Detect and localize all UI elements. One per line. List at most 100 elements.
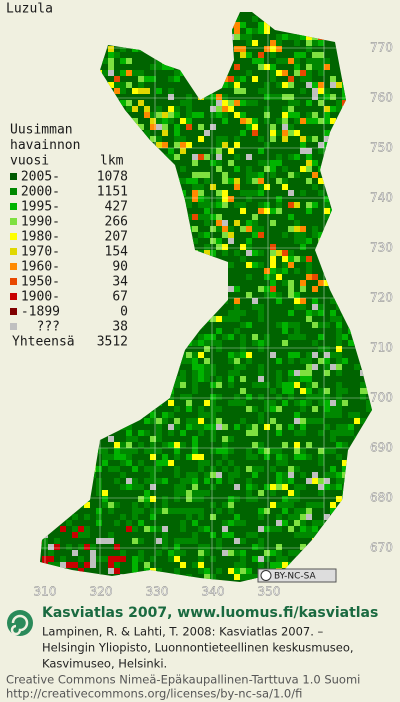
grid-cell: [204, 304, 210, 310]
grid-cell: [42, 112, 48, 118]
grid-cell: [114, 106, 120, 112]
grid-cell: [84, 46, 90, 52]
grid-cell: [330, 220, 336, 226]
grid-cell: [222, 112, 228, 118]
grid-cell: [372, 364, 378, 370]
grid-cell: [126, 136, 132, 142]
grid-cell: [300, 70, 306, 76]
grid-cell: [240, 88, 246, 94]
grid-cell: [198, 22, 204, 28]
grid-cell: [150, 556, 156, 562]
grid-cell: [108, 424, 114, 430]
grid-cell: [342, 232, 348, 238]
grid-cell: [360, 202, 366, 208]
grid-cell: [282, 520, 288, 526]
grid-cell: [186, 58, 192, 64]
grid-cell: [192, 112, 198, 118]
grid-cell: [234, 88, 240, 94]
legend-heading: havainnon: [10, 138, 80, 153]
grid-cell: [318, 64, 324, 70]
grid-cell: [264, 112, 270, 118]
grid-cell: [96, 556, 102, 562]
grid-cell: [84, 394, 90, 400]
grid-cell: [216, 478, 222, 484]
grid-cell: [96, 16, 102, 22]
grid-cell: [90, 22, 96, 28]
grid-cell: [192, 484, 198, 490]
grid-cell: [336, 256, 342, 262]
grid-cell: [96, 100, 102, 106]
grid-cell: [294, 130, 300, 136]
grid-cell: [180, 490, 186, 496]
grid-cell: [90, 334, 96, 340]
grid-cell: [324, 268, 330, 274]
grid-cell: [246, 70, 252, 76]
grid-cell: [168, 322, 174, 328]
grid-cell: [252, 532, 258, 538]
grid-cell: [40, 40, 42, 46]
grid-cell: [306, 556, 312, 562]
grid-cell: [348, 424, 354, 430]
grid-cell: [216, 280, 222, 286]
grid-cell: [312, 478, 318, 484]
grid-cell: [132, 34, 138, 40]
grid-cell: [282, 106, 288, 112]
grid-cell: [102, 388, 108, 394]
grid-cell: [132, 262, 138, 268]
grid-cell: [270, 244, 276, 250]
grid-cell: [294, 442, 300, 448]
grid-cell: [330, 316, 336, 322]
grid-cell: [180, 550, 186, 556]
grid-cell: [318, 40, 324, 46]
grid-cell: [144, 184, 150, 190]
grid-cell: [204, 358, 210, 364]
grid-cell: [186, 124, 192, 130]
grid-cell: [240, 364, 246, 370]
grid-cell: [90, 274, 96, 280]
grid-cell: [84, 496, 90, 502]
grid-cell: [96, 12, 102, 16]
grid-cell: [198, 340, 204, 346]
grid-cell: [288, 58, 294, 64]
grid-cell: [156, 58, 162, 64]
grid-cell: [132, 352, 138, 358]
grid-cell: [252, 130, 258, 136]
grid-cell: [180, 586, 186, 592]
grid-cell: [360, 70, 366, 76]
grid-cell: [264, 382, 270, 388]
grid-cell: [234, 142, 240, 148]
grid-cell: [126, 478, 132, 484]
grid-cell: [288, 514, 294, 520]
grid-cell: [144, 160, 150, 166]
grid-cell: [366, 466, 372, 472]
grid-cell: [366, 226, 372, 232]
grid-cell: [288, 424, 294, 430]
grid-cell: [318, 232, 324, 238]
northing-label: 740: [370, 191, 393, 205]
grid-cell: [348, 190, 354, 196]
grid-cell: [288, 214, 294, 220]
grid-cell: [318, 400, 324, 406]
grid-cell: [210, 418, 216, 424]
grid-cell: [96, 400, 102, 406]
grid-cell: [198, 190, 204, 196]
grid-cell: [192, 340, 198, 346]
grid-cell: [354, 448, 360, 454]
grid-cell: [108, 12, 114, 16]
grid-cell: [300, 520, 306, 526]
grid-cell: [186, 514, 192, 520]
grid-cell: [300, 370, 306, 376]
grid-cell: [186, 418, 192, 424]
grid-cell: [126, 148, 132, 154]
grid-cell: [114, 478, 120, 484]
grid-cell: [162, 382, 168, 388]
grid-cell: [210, 364, 216, 370]
grid-cell: [312, 112, 318, 118]
grid-cell: [186, 106, 192, 112]
grid-cell: [204, 526, 210, 532]
grid-cell: [270, 484, 276, 490]
grid-cell: [228, 226, 234, 232]
grid-cell: [318, 520, 324, 526]
grid-cell: [348, 250, 354, 256]
grid-cell: [60, 52, 66, 58]
